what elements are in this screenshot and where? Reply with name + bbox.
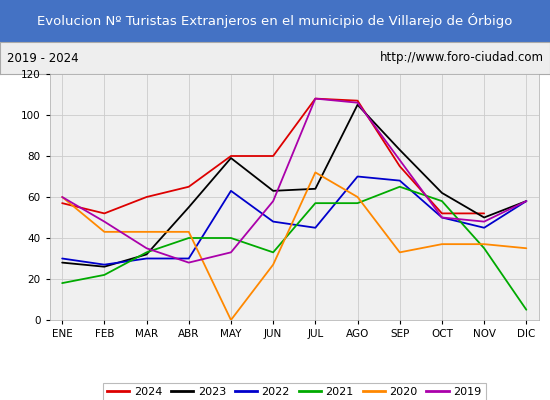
Text: http://www.foro-ciudad.com: http://www.foro-ciudad.com — [379, 52, 543, 64]
Text: Evolucion Nº Turistas Extranjeros en el municipio de Villarejo de Órbigo: Evolucion Nº Turistas Extranjeros en el … — [37, 14, 513, 28]
Text: 2019 - 2024: 2019 - 2024 — [7, 52, 78, 64]
Legend: 2024, 2023, 2022, 2021, 2020, 2019: 2024, 2023, 2022, 2021, 2020, 2019 — [103, 383, 486, 400]
